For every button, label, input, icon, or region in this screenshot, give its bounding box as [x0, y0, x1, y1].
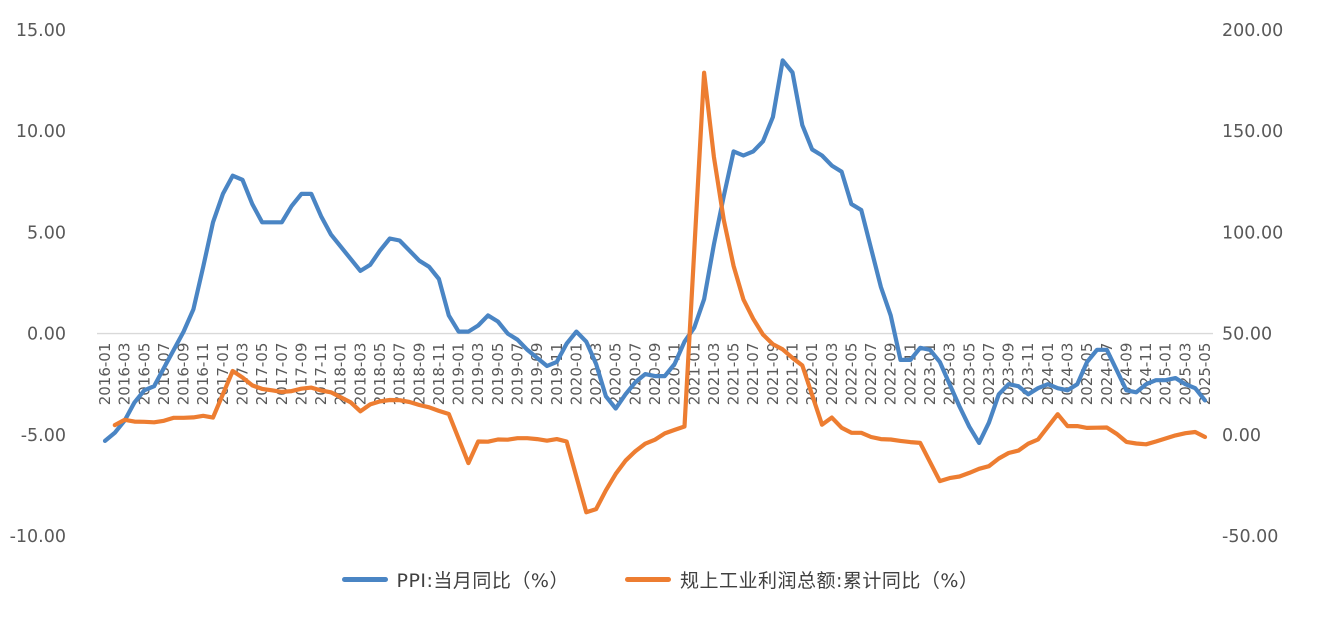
x-axis-tick-label: 2025-03 — [1176, 343, 1194, 406]
x-axis-tick-label: 2022-05 — [842, 343, 860, 406]
ppi-line-swatch — [341, 577, 388, 582]
x-axis-tick-label: 2024-01 — [1039, 343, 1057, 406]
x-axis-tick-label: 2024-11 — [1137, 343, 1155, 406]
x-axis-tick-label: 2016-11 — [194, 343, 212, 406]
x-axis-tick-label: 2020-07 — [626, 343, 644, 406]
y-axis-left-tick-label: 5.00 — [27, 223, 66, 243]
x-axis-tick-label: 2016-01 — [96, 343, 114, 406]
x-axis-tick-label: 2021-11 — [784, 343, 802, 406]
x-axis-tick-label: 2022-09 — [882, 343, 900, 406]
x-axis-tick-label: 2017-01 — [214, 343, 232, 406]
x-axis-tick-label: 2018-09 — [410, 343, 428, 406]
x-axis-tick-label: 2017-05 — [253, 343, 271, 406]
x-axis-tick-label: 2019-05 — [489, 343, 507, 406]
x-axis-tick-label: 2020-09 — [646, 343, 664, 406]
x-axis-tick-label: 2021-07 — [744, 343, 762, 406]
x-axis-tick-label: 2017-11 — [312, 343, 330, 406]
y-axis-right-tick-label: 0.00 — [1222, 426, 1261, 446]
legend-item-ppi[interactable]: PPI:当月同比（%） — [341, 566, 569, 593]
profit-series-line — [112, 70, 1208, 515]
y-axis-left-tick-label: -5.00 — [21, 426, 66, 446]
x-axis-tick-label: 2017-09 — [292, 343, 310, 406]
x-axis-tick-label: 2019-11 — [548, 343, 566, 406]
y-axis-right-tick-label: 50.00 — [1222, 325, 1272, 345]
ppi-legend-label: PPI:当月同比（%） — [396, 570, 569, 592]
x-axis-tick-label: 2020-05 — [607, 343, 625, 406]
x-axis-tick-label: 2019-01 — [450, 343, 468, 406]
y-axis-right-tick-label: 200.00 — [1222, 21, 1283, 41]
x-axis-tick-label: 2017-03 — [234, 343, 252, 406]
y-axis-left-tick-label: 10.00 — [16, 122, 66, 142]
x-axis-tick-label: 2018-03 — [351, 343, 369, 406]
x-axis-tick-label: 2021-09 — [764, 343, 782, 406]
x-axis-tick-label: 2023-09 — [1000, 343, 1018, 406]
x-axis-tick-label: 2016-03 — [116, 343, 134, 406]
x-axis-tick-label: 2019-09 — [528, 343, 546, 406]
x-axis-tick-label: 2016-09 — [175, 343, 193, 406]
y-axis-right-tick-label: 100.00 — [1222, 223, 1283, 243]
legend-item-profit[interactable]: 规上工业利润总额:累计同比（%） — [625, 566, 978, 593]
y-axis-left-tick-label: -10.00 — [10, 527, 66, 547]
profit-legend-label: 规上工业利润总额:累计同比（%） — [680, 570, 979, 592]
x-axis-tick-label: 2020-01 — [567, 343, 585, 406]
x-axis-tick-label: 2018-11 — [430, 343, 448, 406]
x-axis-tick-label: 2018-01 — [332, 343, 350, 406]
y-axis-right-tick-label: -50.00 — [1222, 527, 1278, 547]
y-axis-left-tick-label: 0.00 — [27, 325, 66, 345]
x-axis-tick-label: 2018-05 — [371, 343, 389, 406]
ppi-series-line — [102, 58, 1208, 445]
chart-plot-area: 2016-01 2016-03 2016-05 2016-07 2016-09 2016-… — [10, 21, 1284, 547]
x-axis-tick-label: 2021-05 — [725, 343, 743, 406]
x-axis-tick-label: 2018-07 — [391, 343, 409, 406]
x-axis-tick-label: 2022-03 — [823, 343, 841, 406]
x-axis-tick-label: 2023-05 — [960, 343, 978, 406]
x-axis-tick-label: 2025-01 — [1157, 343, 1175, 406]
x-axis-tick-label: 2022-01 — [803, 343, 821, 406]
x-axis-tick-label: 2024-03 — [1059, 343, 1077, 406]
x-axis-tick-label: 2021-03 — [705, 343, 723, 406]
x-axis-tick-label: 2025-05 — [1196, 343, 1214, 406]
x-axis-tick-label: 2019-07 — [509, 343, 527, 406]
x-axis-tick-label: 2023-07 — [980, 343, 998, 406]
x-axis-tick-label: 2022-07 — [862, 343, 880, 406]
x-axis-tick-label: 2017-07 — [273, 343, 291, 406]
x-axis-tick-label: 2019-03 — [469, 343, 487, 406]
profit-line-swatch — [625, 577, 671, 582]
y-axis-left-tick-label: 15.00 — [16, 21, 66, 41]
y-axis-right-tick-label: 150.00 — [1222, 122, 1283, 142]
chart-legend: PPI:当月同比（%） 规上工业利润总额:累计同比（%） — [0, 566, 1320, 593]
